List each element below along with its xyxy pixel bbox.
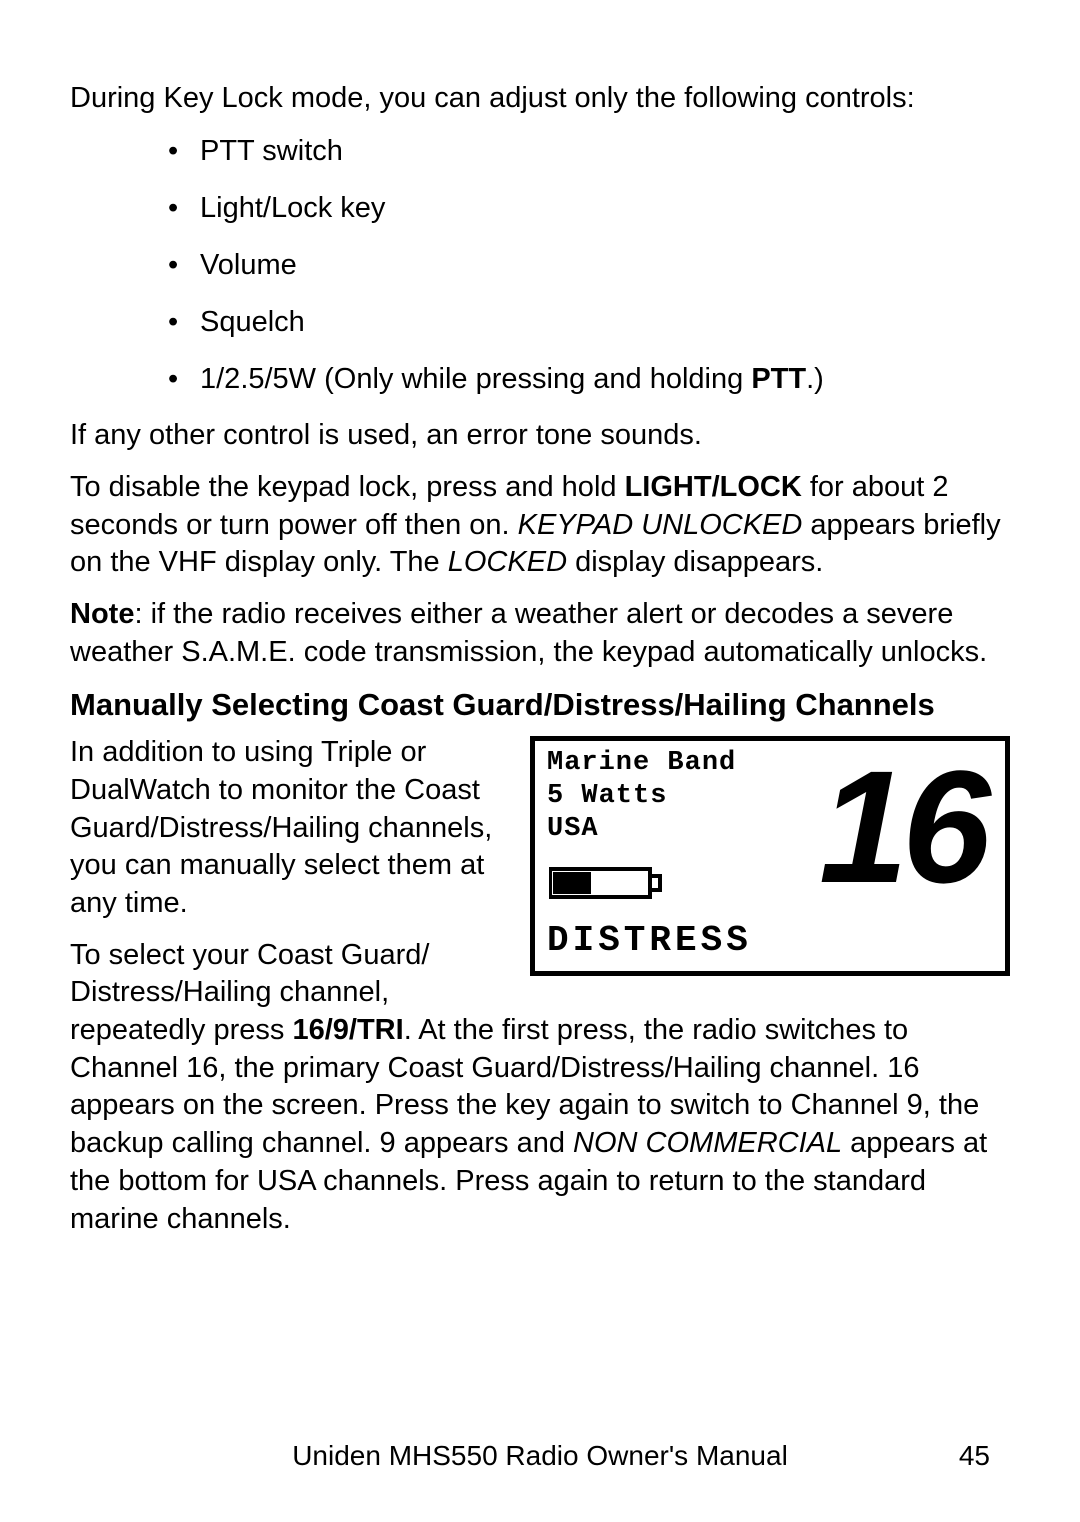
manual-section: Marine Band 5 Watts USA 16 DISTRESS In a… xyxy=(70,734,1010,1252)
lcd-display: Marine Band 5 Watts USA 16 DISTRESS xyxy=(530,736,1010,976)
battery-icon xyxy=(549,863,659,899)
lcd-channel-number: 16 xyxy=(819,734,985,931)
text-bold: LIGHT/LOCK xyxy=(625,471,802,503)
manual-p2: To select your Coast Guard/ Distress/Hai… xyxy=(70,937,1010,1239)
list-item: Light/Lock key xyxy=(70,189,1010,228)
lcd-bottom-text: DISTRESS xyxy=(547,918,752,965)
text-run: display disappears. xyxy=(567,546,823,578)
disable-paragraph: To disable the keypad lock, press and ho… xyxy=(70,469,1010,582)
list-item: 1/2.5/5W (Only while pressing and holdin… xyxy=(70,360,1010,399)
list-item: Volume xyxy=(70,246,1010,285)
list-item-bold: PTT xyxy=(751,363,806,395)
text-italic: NON COMMERCIAL xyxy=(573,1127,842,1159)
intro-paragraph: During Key Lock mode, you can adjust onl… xyxy=(70,80,1010,118)
error-tone-paragraph: If any other control is used, an error t… xyxy=(70,417,1010,455)
text-italic: KEYPAD UNLOCKED xyxy=(518,509,803,541)
text-italic: LOCKED xyxy=(448,546,567,578)
text-bold: 16/9/TRI xyxy=(292,1014,403,1046)
controls-list: PTT switch Light/Lock key Volume Squelch… xyxy=(70,132,1010,400)
footer-title: Uniden MHS550 Radio Owner's Manual xyxy=(0,1438,1080,1474)
footer-page-number: 45 xyxy=(959,1438,990,1474)
list-item-text: 1/2.5/5W (Only while pressing and holdin… xyxy=(200,363,751,395)
note-paragraph: Note: if the radio receives either a wea… xyxy=(70,596,1010,671)
page-footer: Uniden MHS550 Radio Owner's Manual 45 xyxy=(0,1438,1080,1474)
note-text: : if the radio receives either a weather… xyxy=(70,598,987,668)
section-heading: Manually Selecting Coast Guard/Distress/… xyxy=(70,686,1010,725)
list-item: Squelch xyxy=(70,303,1010,342)
list-item-text: .) xyxy=(806,363,824,395)
text-run: To disable the keypad lock, press and ho… xyxy=(70,471,625,503)
list-item: PTT switch xyxy=(70,132,1010,171)
note-label: Note xyxy=(70,598,134,630)
